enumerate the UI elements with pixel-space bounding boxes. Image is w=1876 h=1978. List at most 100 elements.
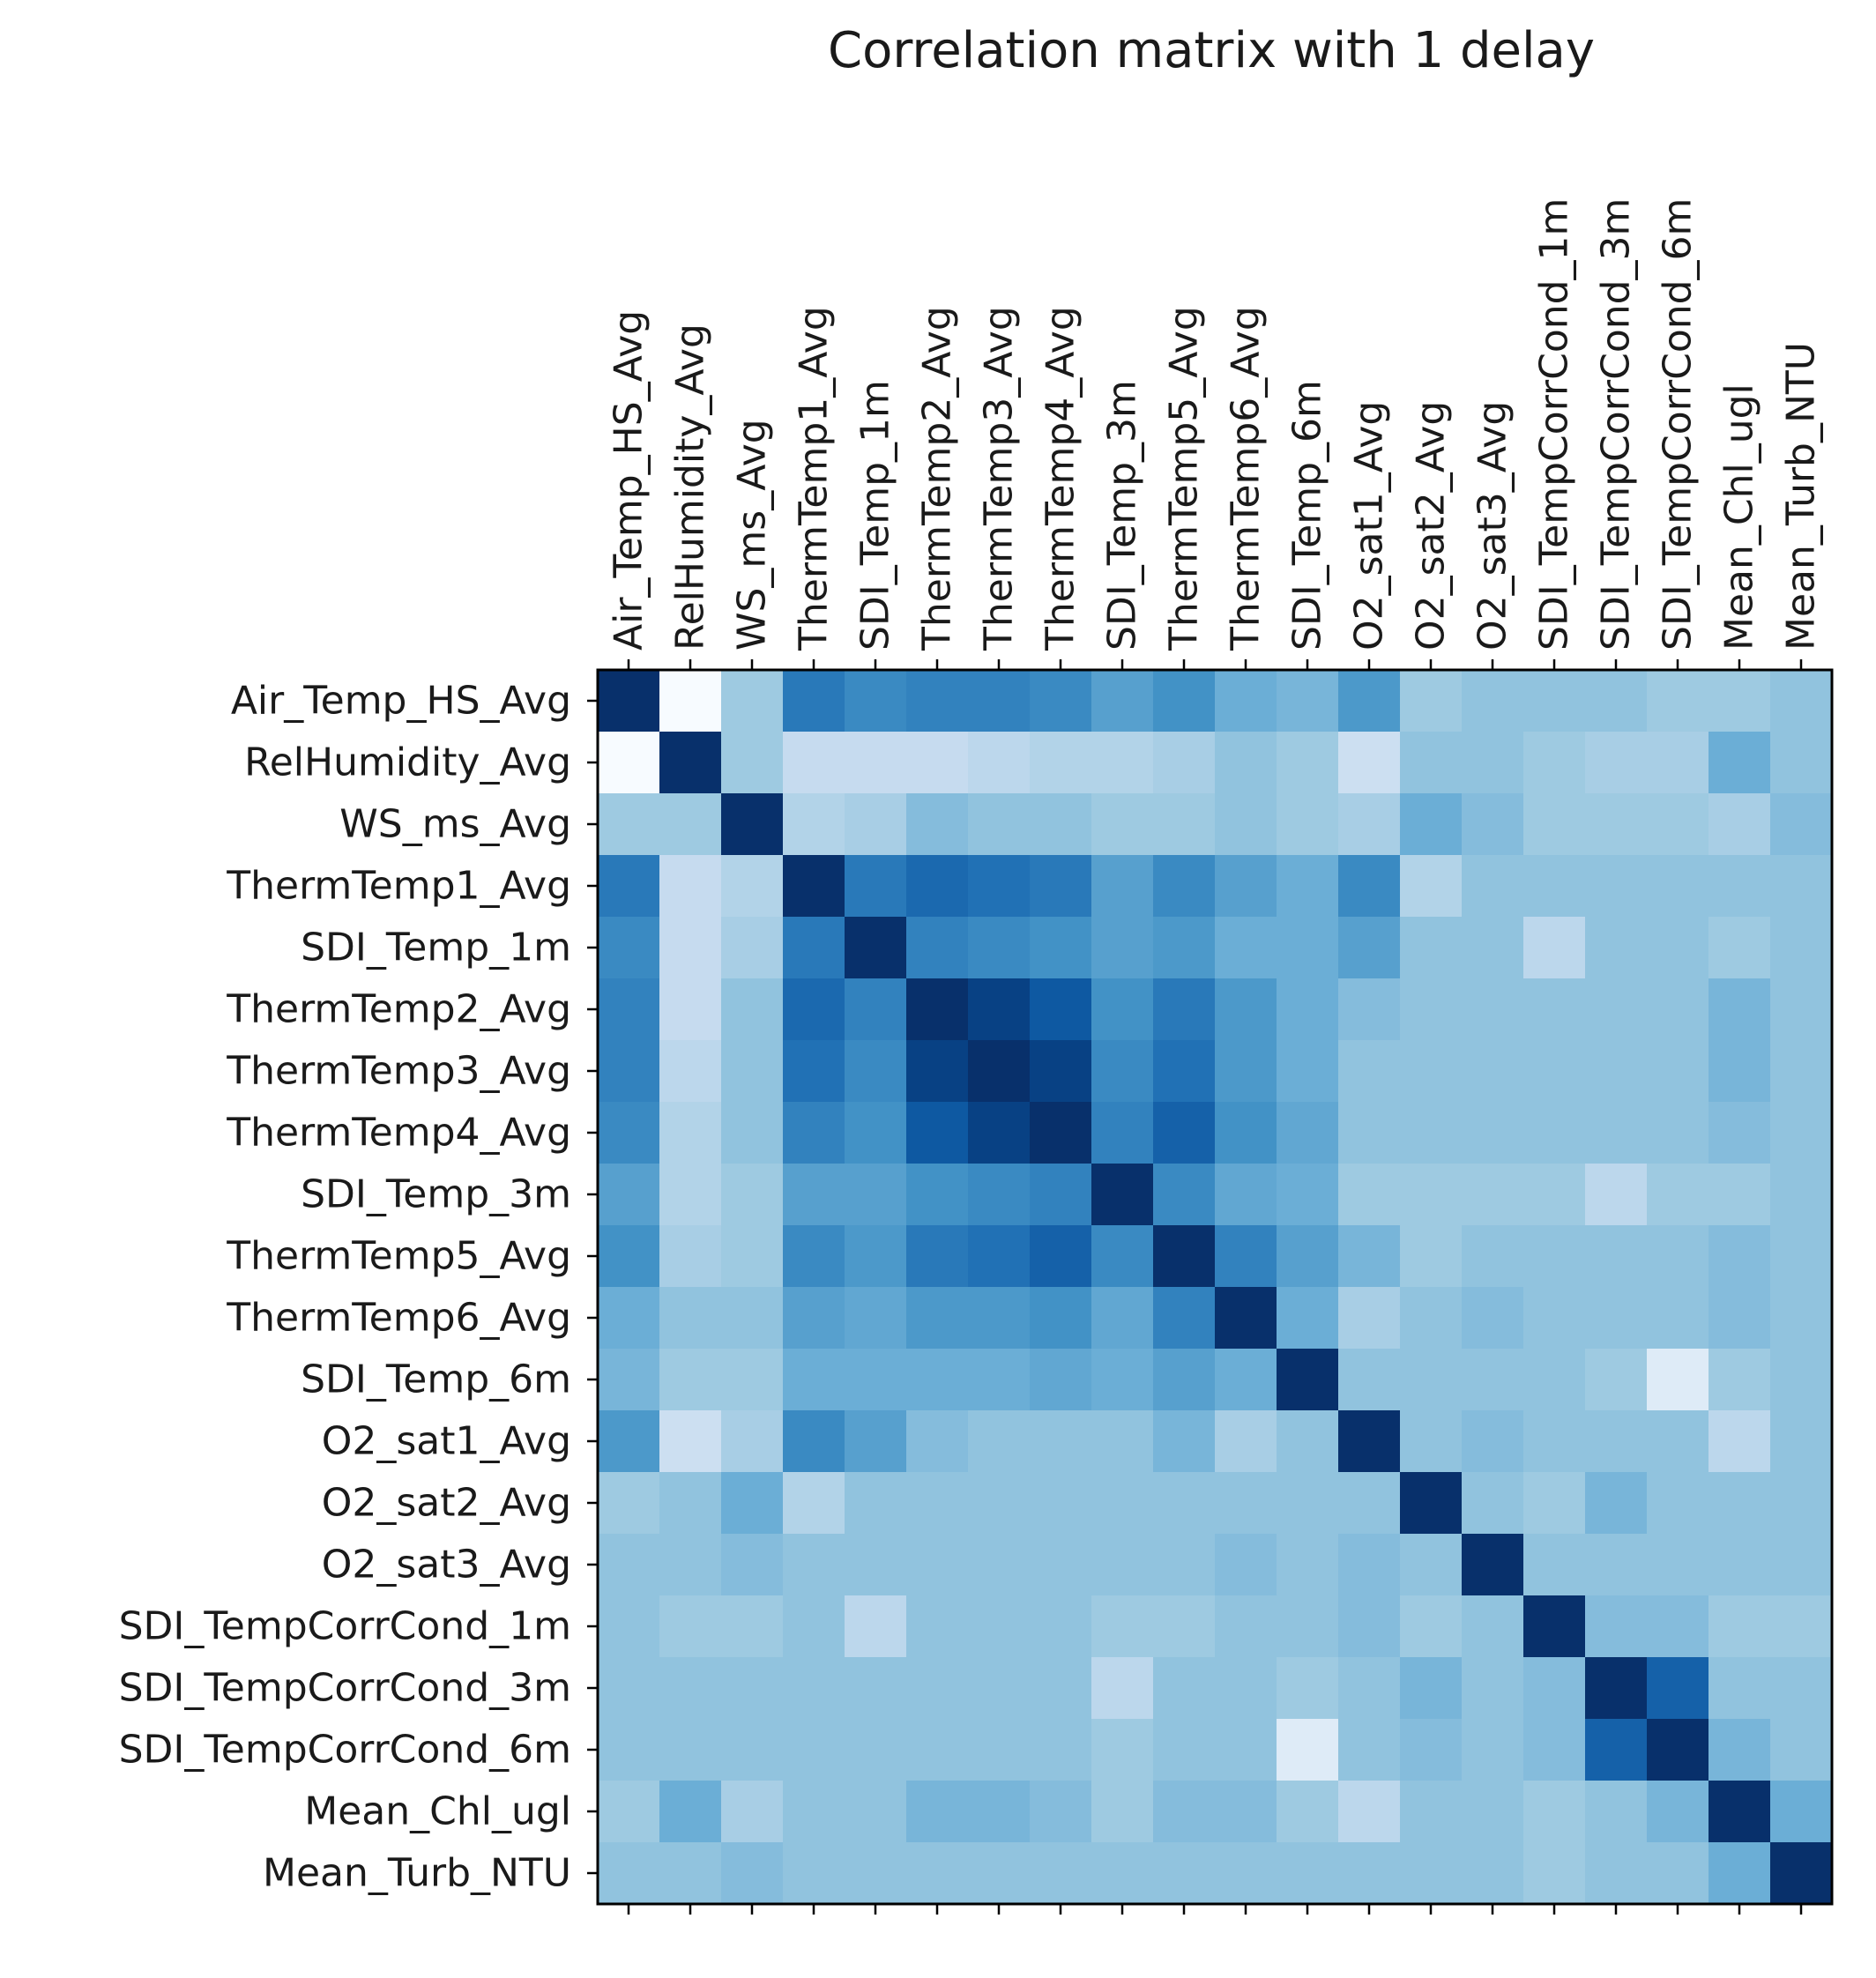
y-tick-label: O2_sat2_Avg: [322, 1481, 571, 1526]
heatmap-cell: [1647, 1781, 1709, 1843]
heatmap-cell: [1708, 1349, 1771, 1411]
heatmap-cell: [1153, 1225, 1216, 1288]
heatmap-cell: [1338, 1781, 1401, 1843]
heatmap-cell: [783, 1102, 845, 1164]
heatmap-cell: [1153, 1657, 1216, 1720]
heatmap-cell: [659, 1842, 722, 1905]
heatmap-cell: [1400, 1164, 1463, 1226]
heatmap-cell: [1030, 1657, 1092, 1720]
heatmap-cell: [659, 670, 722, 732]
heatmap-cell: [1400, 855, 1463, 918]
heatmap-cell: [968, 1164, 1031, 1226]
heatmap-cell: [783, 670, 845, 732]
heatmap-cell: [1523, 1719, 1586, 1781]
heatmap-cell: [1215, 1842, 1277, 1905]
heatmap-cell: [721, 1410, 784, 1473]
heatmap-cell: [1523, 1164, 1586, 1226]
heatmap-cell: [1708, 1225, 1771, 1288]
heatmap-cell: [845, 1410, 907, 1473]
heatmap-cell: [1400, 1781, 1463, 1843]
heatmap-cell: [1030, 917, 1092, 979]
heatmap-cell: [1030, 978, 1092, 1041]
heatmap-cell: [1523, 855, 1586, 918]
heatmap-cell: [1647, 1040, 1709, 1103]
heatmap-cell: [1338, 1287, 1401, 1350]
heatmap-cell: [1462, 670, 1524, 732]
heatmap-cell: [1215, 978, 1277, 1041]
heatmap-cell: [598, 793, 660, 856]
heatmap-cell: [783, 732, 845, 794]
heatmap-cell: [1091, 793, 1154, 856]
y-tick-label: SDI_TempCorrCond_3m: [119, 1666, 571, 1711]
heatmap-cell: [1338, 1410, 1401, 1473]
y-axis-ticks: Air_Temp_HS_Avg RelHumidity_Avg WS_ms_Avg T…: [119, 679, 598, 1896]
heatmap-cell: [1338, 1225, 1401, 1288]
heatmap-cell: [1338, 1040, 1401, 1103]
heatmap-cell: [906, 1719, 969, 1781]
heatmap-cell: [659, 1164, 722, 1226]
x-tick-label: ThermTemp1_Avg: [792, 306, 837, 651]
heatmap-cell: [1338, 732, 1401, 794]
y-tick-label: ThermTemp4_Avg: [226, 1111, 571, 1156]
heatmap-cell: [1153, 978, 1216, 1041]
heatmap-cell: [659, 978, 722, 1041]
heatmap-cell: [1585, 1472, 1648, 1535]
heatmap-cell: [845, 793, 907, 856]
heatmap-cell: [598, 1102, 660, 1164]
heatmap-cell: [1770, 1164, 1833, 1226]
heatmap-cell: [845, 1102, 907, 1164]
heatmap-cell: [968, 1102, 1031, 1164]
heatmap-cell: [1462, 855, 1524, 918]
heatmap-cell: [968, 1349, 1031, 1411]
heatmap-cell: [1523, 1102, 1586, 1164]
heatmap-cell: [1277, 1781, 1339, 1843]
y-tick-label: SDI_Temp_1m: [301, 926, 571, 970]
heatmap-cell: [1462, 1781, 1524, 1843]
heatmap-cell: [598, 1781, 660, 1843]
heatmap-cell: [1770, 1287, 1833, 1350]
heatmap-cell: [1462, 1719, 1524, 1781]
heatmap-cell: [906, 1657, 969, 1720]
heatmap-cell: [1708, 1040, 1771, 1103]
heatmap-cell: [598, 1287, 660, 1350]
heatmap-cell: [1030, 1287, 1092, 1350]
heatmap-cell: [1462, 917, 1524, 979]
x-tick-label: SDI_TempCorrCond_6m: [1656, 198, 1701, 651]
heatmap-cell: [1277, 1657, 1339, 1720]
heatmap-cell: [968, 917, 1031, 979]
heatmap-cell: [968, 1225, 1031, 1288]
heatmap-cell: [598, 1595, 660, 1658]
heatmap-cell: [659, 1349, 722, 1411]
heatmap-cell: [1400, 1225, 1463, 1288]
heatmap-cell: [1338, 1719, 1401, 1781]
heatmap-cell: [783, 917, 845, 979]
heatmap-cell: [1523, 978, 1586, 1041]
x-tick-label: SDI_TempCorrCond_1m: [1532, 198, 1577, 651]
heatmap-cell: [598, 732, 660, 794]
heatmap-cell: [659, 1287, 722, 1350]
heatmap-cell: [1647, 1595, 1709, 1658]
heatmap-cell: [1462, 1472, 1524, 1535]
heatmap-cell: [906, 1349, 969, 1411]
heatmap-cell: [845, 1349, 907, 1411]
heatmap-cell: [1030, 1842, 1092, 1905]
heatmap-cell: [1338, 855, 1401, 918]
heatmap-cell: [1708, 1781, 1771, 1843]
y-tick-label: ThermTemp6_Avg: [226, 1296, 571, 1341]
heatmap-cell: [1770, 1657, 1833, 1720]
heatmap-cell: [1770, 1472, 1833, 1535]
heatmap-cell: [968, 670, 1031, 732]
heatmap-cell: [1400, 1534, 1463, 1596]
heatmap-cell: [1153, 1719, 1216, 1781]
heatmap-cell: [845, 1595, 907, 1658]
heatmap-cell: [1708, 1410, 1771, 1473]
heatmap-cell: [1523, 1410, 1586, 1473]
heatmap-cell: [1400, 793, 1463, 856]
heatmap-cell: [1091, 1164, 1154, 1226]
heatmap-cell: [1462, 1349, 1524, 1411]
heatmap-cell: [598, 1719, 660, 1781]
heatmap-cell: [1585, 1287, 1648, 1350]
heatmap-cell: [845, 1657, 907, 1720]
heatmap-cell: [1462, 1040, 1524, 1103]
heatmap-cell: [1462, 1657, 1524, 1720]
